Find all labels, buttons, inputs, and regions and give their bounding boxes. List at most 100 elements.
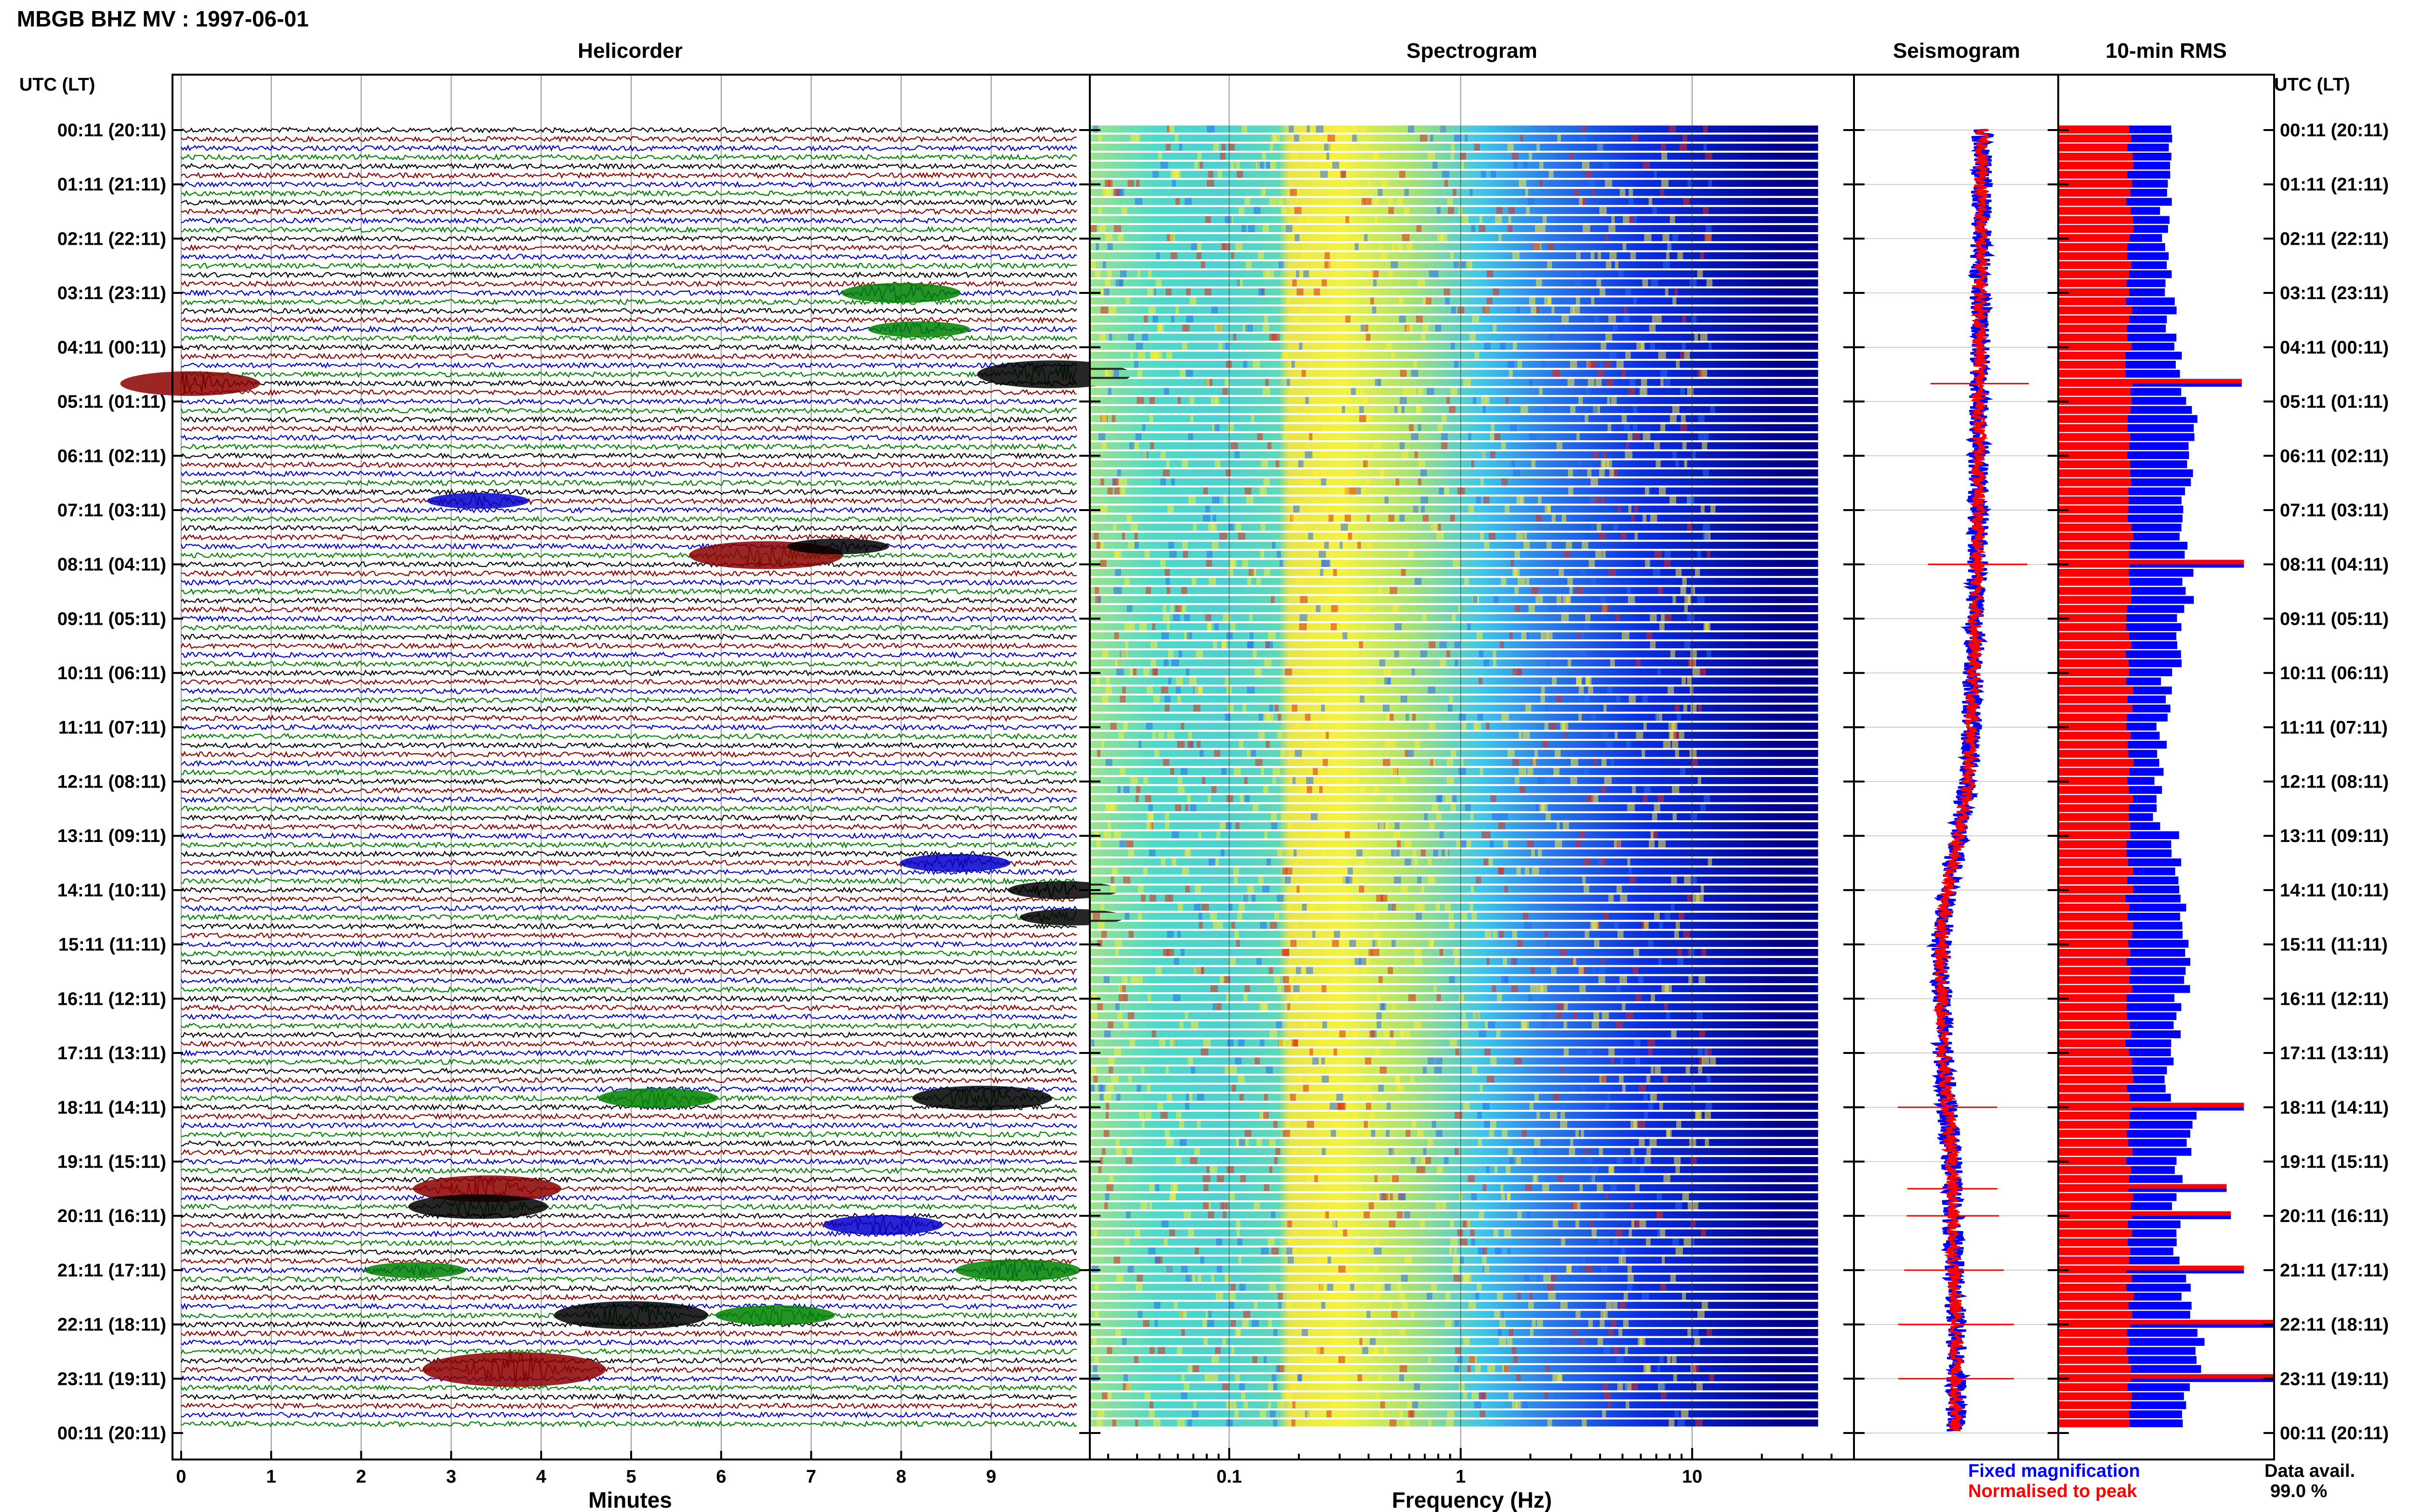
spectrogram-row xyxy=(1090,415,1818,422)
spectrogram-speckle xyxy=(1529,433,1537,440)
spectrogram-speckle xyxy=(1312,1302,1315,1309)
spectrogram-speckle xyxy=(1620,1057,1624,1065)
rms-normalised-bar xyxy=(2058,153,2133,161)
spectrogram-speckle xyxy=(1394,623,1402,631)
spectrogram-speckle xyxy=(1163,469,1170,477)
spectrogram-speckle xyxy=(1136,342,1143,350)
spectrogram-row xyxy=(1090,216,1818,224)
legend-normalised-label: Normalised to peak xyxy=(1968,1481,2137,1501)
spectrogram-speckle xyxy=(1335,342,1342,350)
spectrogram-speckle xyxy=(1125,912,1130,920)
spectrogram-speckle xyxy=(1357,541,1361,549)
spectrogram-speckle xyxy=(1321,849,1326,857)
spectrogram-speckle xyxy=(1334,153,1338,160)
spectrogram-speckle xyxy=(1126,1148,1133,1155)
helicorder-trace xyxy=(181,660,1077,668)
spectrogram-speckle xyxy=(1295,1229,1298,1236)
spectrogram-speckle xyxy=(1225,342,1229,350)
spectrogram-speckle xyxy=(1294,723,1301,730)
spectrogram-speckle xyxy=(1274,912,1279,920)
spectrogram-speckle xyxy=(1153,668,1158,676)
spectrogram-speckle xyxy=(1486,958,1490,965)
spectrogram-speckle xyxy=(1385,1284,1391,1291)
spectrogram-speckle xyxy=(1602,460,1609,468)
spectrogram-row xyxy=(1090,551,1818,558)
spectrogram-speckle xyxy=(1115,569,1121,576)
spectrogram-speckle xyxy=(1488,1021,1496,1028)
spectrogram-speckle xyxy=(1191,578,1197,585)
spectrogram-speckle xyxy=(1201,1048,1209,1056)
spectrogram-speckle xyxy=(1179,1311,1187,1318)
helicorder-trace xyxy=(181,307,1077,315)
spectrogram-speckle xyxy=(1596,144,1604,151)
spectrogram-speckle xyxy=(1221,768,1227,775)
spectrogram-speckle xyxy=(1363,1120,1368,1128)
spectrogram-speckle xyxy=(1339,858,1343,866)
helicorder-trace xyxy=(181,1058,1077,1066)
spectrogram-speckle xyxy=(1381,252,1388,260)
spectrogram-speckle xyxy=(1143,668,1150,676)
spectrogram-speckle xyxy=(1709,1374,1715,1381)
spectrogram-speckle xyxy=(1244,777,1248,784)
spectrogram-speckle xyxy=(1522,732,1530,739)
spectrogram-speckle xyxy=(1258,876,1264,884)
spectrogram-speckle xyxy=(1639,1220,1646,1228)
spectrogram-speckle xyxy=(1545,813,1551,820)
spectrogram-speckle xyxy=(1476,632,1482,640)
spectrogram-speckle xyxy=(1495,1247,1502,1255)
spectrogram-speckle xyxy=(1628,197,1634,205)
spectrogram-speckle xyxy=(1672,234,1679,241)
spectrogram-row xyxy=(1090,686,1818,694)
spectrogram-speckle xyxy=(1680,424,1687,432)
spectrogram-speckle xyxy=(1184,849,1189,857)
spectrogram-speckle xyxy=(1148,306,1156,314)
spectrogram-speckle xyxy=(1426,297,1431,305)
spectrogram-speckle xyxy=(1288,1238,1296,1246)
spectrogram-speckle xyxy=(1547,868,1551,875)
spectrogram-speckle xyxy=(1599,1148,1603,1155)
spectrogram-speckle xyxy=(1573,1012,1577,1020)
spectrogram-speckle xyxy=(1273,1329,1278,1336)
rms-normalised-bar xyxy=(2058,623,2126,631)
spectrogram-row xyxy=(1090,1003,1818,1011)
spectrogram-speckle xyxy=(1478,677,1482,685)
spectrogram-speckle xyxy=(1451,749,1456,757)
spectrogram-speckle xyxy=(1619,1076,1624,1083)
spectrogram-speckle xyxy=(1290,189,1297,196)
spectrogram-speckle xyxy=(1706,1103,1712,1110)
spectrogram-speckle xyxy=(1207,1311,1212,1318)
spectrogram-speckle xyxy=(1479,216,1482,224)
spectrogram-speckle xyxy=(1645,487,1649,495)
spectrogram-speckle xyxy=(1490,1057,1497,1065)
spectrogram-speckle xyxy=(1190,297,1197,305)
spectrogram-speckle xyxy=(1626,741,1631,748)
spectrogram-speckle xyxy=(1210,1166,1218,1173)
spectrogram-speckle xyxy=(1648,1103,1654,1110)
spectrogram-speckle xyxy=(1556,442,1562,449)
spectrogram-row xyxy=(1090,451,1818,459)
spectrogram-speckle xyxy=(1194,1148,1200,1155)
spectrogram-speckle xyxy=(1350,596,1357,604)
spectrogram-row xyxy=(1090,1329,1818,1336)
spectrogram-speckle xyxy=(1663,1175,1670,1183)
spectrogram-speckle xyxy=(1332,1292,1336,1300)
spectrogram-speckle xyxy=(1187,795,1191,802)
time-label-left: 18:11 (14:11) xyxy=(57,1098,166,1118)
spectrogram-speckle xyxy=(1104,1093,1112,1101)
spectrogram-speckle xyxy=(1358,342,1365,350)
spectrogram-speckle xyxy=(1494,1311,1502,1318)
spectrogram-speckle xyxy=(1473,1012,1480,1020)
spectrogram-speckle xyxy=(1107,243,1113,250)
spectrogram-speckle xyxy=(1318,1256,1325,1264)
spectrogram-speckle xyxy=(1435,1202,1441,1210)
spectrogram-speckle xyxy=(1141,1120,1145,1128)
spectrogram-speckle xyxy=(1704,433,1709,440)
spectrogram-speckle xyxy=(1400,369,1407,377)
helicorder-trace xyxy=(181,1402,1077,1410)
spectrogram-speckle xyxy=(1579,569,1586,576)
spectrogram-speckle xyxy=(1420,134,1428,142)
spectrogram-speckle xyxy=(1635,1184,1640,1192)
spectrogram-speckle xyxy=(1401,1275,1408,1282)
spectrogram-speckle xyxy=(1137,1275,1143,1282)
spectrogram-speckle xyxy=(1582,161,1589,169)
